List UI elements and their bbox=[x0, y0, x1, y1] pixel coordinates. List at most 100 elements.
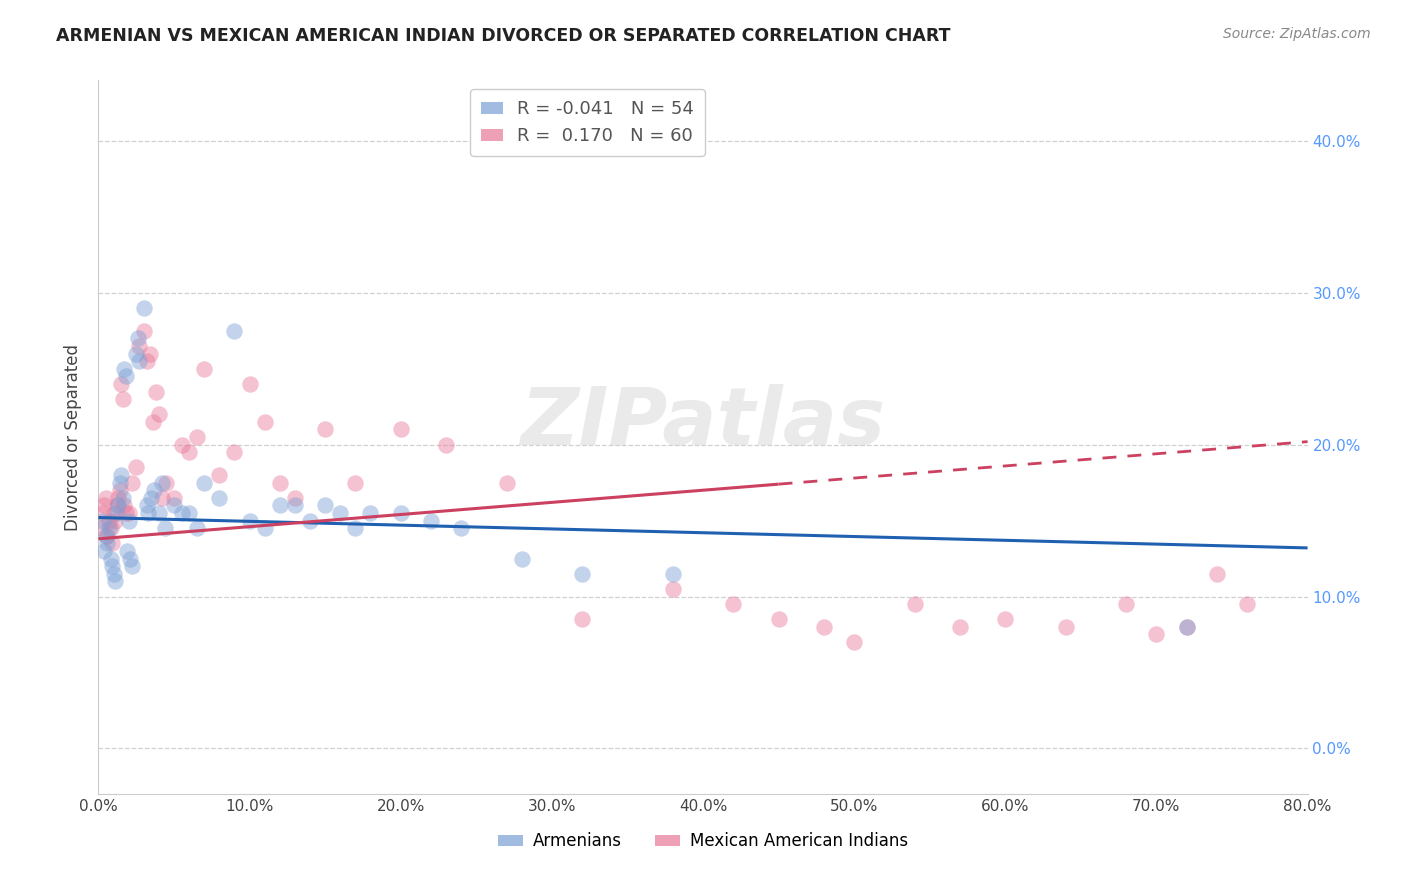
Point bbox=[163, 499, 186, 513]
Point bbox=[111, 491, 134, 505]
Point bbox=[110, 468, 132, 483]
Point bbox=[179, 445, 201, 459]
Point bbox=[118, 514, 141, 528]
Legend: Armenians, Mexican American Indians: Armenians, Mexican American Indians bbox=[491, 826, 915, 857]
Point bbox=[420, 514, 443, 528]
Point bbox=[193, 475, 215, 490]
Point bbox=[155, 475, 177, 490]
Point bbox=[112, 361, 135, 376]
Point bbox=[107, 499, 129, 513]
Text: ARMENIAN VS MEXICAN AMERICAN INDIAN DIVORCED OR SEPARATED CORRELATION CHART: ARMENIAN VS MEXICAN AMERICAN INDIAN DIVO… bbox=[56, 27, 950, 45]
Point bbox=[96, 536, 118, 550]
Point bbox=[1054, 620, 1077, 634]
Point bbox=[118, 506, 141, 520]
Point bbox=[434, 438, 457, 452]
Point bbox=[143, 483, 166, 498]
Point bbox=[661, 566, 683, 581]
Point bbox=[844, 635, 866, 649]
Point bbox=[208, 468, 231, 483]
Point bbox=[314, 422, 336, 436]
Point bbox=[495, 475, 517, 490]
Point bbox=[994, 612, 1017, 626]
Point bbox=[104, 514, 127, 528]
Text: Source: ZipAtlas.com: Source: ZipAtlas.com bbox=[1223, 27, 1371, 41]
Point bbox=[150, 475, 173, 490]
Point bbox=[121, 559, 143, 574]
Point bbox=[125, 346, 148, 360]
Point bbox=[224, 445, 246, 459]
Point bbox=[253, 415, 276, 429]
Point bbox=[112, 499, 135, 513]
Point bbox=[128, 339, 150, 353]
Point bbox=[299, 514, 322, 528]
Point bbox=[108, 475, 131, 490]
Point bbox=[104, 574, 127, 589]
Point bbox=[1144, 627, 1167, 641]
Point bbox=[132, 324, 155, 338]
Point bbox=[329, 506, 352, 520]
Point bbox=[120, 551, 142, 566]
Point bbox=[179, 506, 201, 520]
Point bbox=[904, 597, 927, 611]
Point bbox=[139, 346, 162, 360]
Point bbox=[571, 612, 593, 626]
Point bbox=[142, 415, 165, 429]
Point bbox=[153, 521, 176, 535]
Point bbox=[389, 506, 412, 520]
Point bbox=[768, 612, 790, 626]
Point bbox=[114, 369, 136, 384]
Point bbox=[170, 438, 193, 452]
Point bbox=[193, 361, 215, 376]
Point bbox=[103, 566, 125, 581]
Point bbox=[135, 499, 157, 513]
Point bbox=[344, 475, 367, 490]
Point bbox=[170, 506, 193, 520]
Point bbox=[135, 354, 157, 368]
Point bbox=[239, 376, 262, 391]
Point bbox=[450, 521, 472, 535]
Point bbox=[186, 430, 208, 444]
Point bbox=[100, 551, 122, 566]
Point bbox=[127, 331, 149, 345]
Y-axis label: Divorced or Separated: Divorced or Separated bbox=[65, 343, 83, 531]
Point bbox=[1115, 597, 1137, 611]
Point bbox=[1175, 620, 1198, 634]
Point bbox=[105, 499, 128, 513]
Point bbox=[110, 376, 132, 391]
Point bbox=[136, 506, 159, 520]
Point bbox=[114, 506, 136, 520]
Point bbox=[344, 521, 367, 535]
Point bbox=[98, 514, 121, 528]
Point bbox=[111, 392, 134, 406]
Point bbox=[1175, 620, 1198, 634]
Point bbox=[253, 521, 276, 535]
Point bbox=[510, 551, 533, 566]
Point bbox=[107, 491, 129, 505]
Point bbox=[284, 499, 307, 513]
Point bbox=[813, 620, 835, 634]
Point bbox=[94, 491, 117, 505]
Point bbox=[314, 499, 336, 513]
Point bbox=[269, 499, 291, 513]
Point bbox=[723, 597, 745, 611]
Point bbox=[94, 529, 117, 543]
Point bbox=[145, 384, 167, 399]
Point bbox=[389, 422, 412, 436]
Point bbox=[224, 324, 246, 338]
Point bbox=[208, 491, 231, 505]
Point bbox=[148, 407, 170, 421]
Point bbox=[101, 559, 124, 574]
Point bbox=[101, 536, 124, 550]
Point bbox=[90, 521, 112, 535]
Point bbox=[105, 506, 128, 520]
Point bbox=[91, 514, 114, 528]
Point bbox=[121, 475, 143, 490]
Point bbox=[239, 514, 262, 528]
Point bbox=[1206, 566, 1229, 581]
Point bbox=[186, 521, 208, 535]
Point bbox=[108, 483, 131, 498]
Point bbox=[269, 475, 291, 490]
Point bbox=[132, 301, 155, 315]
Point bbox=[1236, 597, 1258, 611]
Point bbox=[96, 529, 118, 543]
